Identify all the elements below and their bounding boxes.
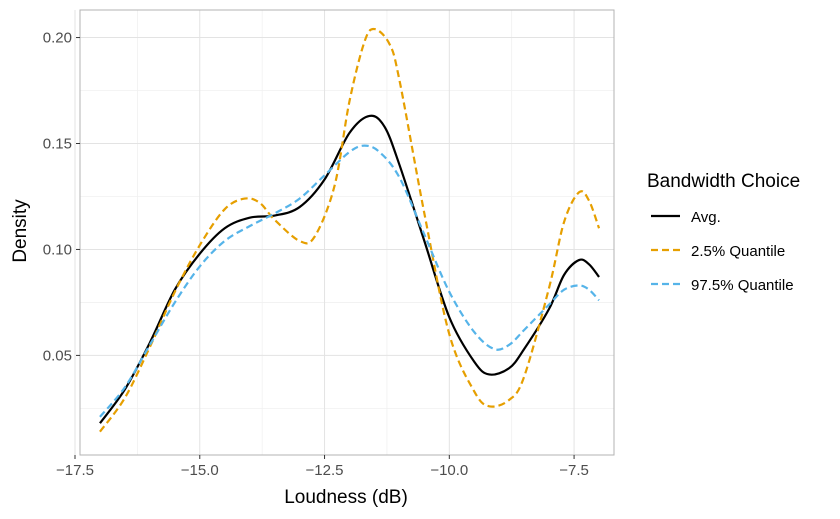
density-lines <box>99 27 601 433</box>
minor-gridlines <box>80 10 614 455</box>
legend-label-avg: Avg. <box>691 209 721 226</box>
x-tick-label: −17.5 <box>56 462 94 479</box>
major-gridlines <box>74 10 614 455</box>
plot-panel-border <box>79 9 615 456</box>
legend: Bandwidth Choice Avg. 2.5% Quantile 97.5% … <box>647 171 800 294</box>
series-line-97-5-quantile <box>99 144 600 418</box>
series-line-2-5-quantile <box>99 27 601 433</box>
y-axis-ticks: 0.05 0.10 0.15 0.20 <box>43 30 80 364</box>
y-tick-label: 0.20 <box>43 30 72 47</box>
legend-title: Bandwidth Choice <box>647 171 800 192</box>
x-axis-title: Loudness (dB) <box>284 487 408 508</box>
legend-label-2-5-quantile: 2.5% Quantile <box>691 243 785 260</box>
legend-label-97-5-quantile: 97.5% Quantile <box>691 277 794 294</box>
x-tick-label: −12.5 <box>306 462 344 479</box>
x-tick-label: −10.0 <box>430 462 468 479</box>
y-tick-label: 0.10 <box>43 241 72 258</box>
x-tick-label: −7.5 <box>559 462 589 479</box>
series-line-avg <box>99 114 600 424</box>
x-axis-ticks: −17.5 −15.0 −12.5 −10.0 −7.5 <box>56 455 589 479</box>
y-tick-label: 0.05 <box>43 347 72 364</box>
y-axis-title: Density <box>10 199 31 263</box>
x-tick-label: −15.0 <box>181 462 219 479</box>
y-tick-label: 0.15 <box>43 136 72 153</box>
